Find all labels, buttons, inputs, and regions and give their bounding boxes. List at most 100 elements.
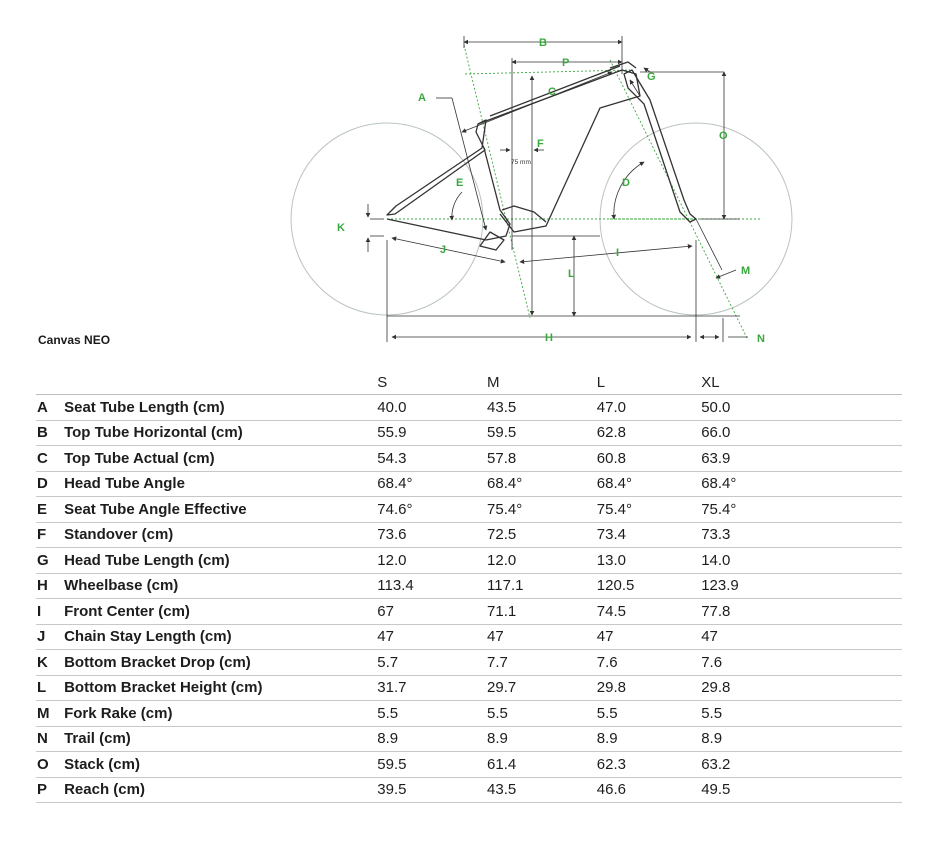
row-label: Wheelbase (cm) [64, 573, 378, 599]
value-m: 8.9 [487, 726, 597, 752]
row-letter: N [36, 726, 65, 752]
value-s: 59.5 [377, 751, 488, 778]
table-header-row: S M L XL [36, 371, 902, 395]
value-s: 73.6 [377, 522, 488, 548]
table-row: G Head Tube Length (cm) 12.0 12.0 13.0 14.0 [36, 547, 902, 574]
value-l: 62.8 [596, 420, 702, 446]
row-letter: B [36, 420, 65, 446]
value-s: 55.9 [377, 420, 488, 446]
value-m: 57.8 [487, 445, 597, 472]
row-letter: K [36, 649, 65, 676]
row-label: Stack (cm) [64, 751, 378, 778]
value-xl: 66.0 [701, 420, 902, 446]
value-s: 5.7 [377, 649, 488, 676]
row-letter: P [36, 777, 65, 803]
row-label: Front Center (cm) [64, 598, 378, 625]
value-s: 67 [377, 598, 488, 625]
value-m: 29.7 [487, 675, 597, 701]
row-label: Top Tube Horizontal (cm) [64, 420, 378, 446]
row-label: Seat Tube Length (cm) [64, 394, 378, 421]
value-m: 59.5 [487, 420, 597, 446]
label-N: N [757, 333, 765, 345]
table-row: M Fork Rake (cm) 5.5 5.5 5.5 5.5 [36, 700, 902, 727]
value-s: 74.6° [377, 496, 488, 523]
table-row: L Bottom Bracket Height (cm) 31.7 29.7 29.8 2… [36, 675, 902, 701]
row-label: Trail (cm) [64, 726, 378, 752]
value-xl: 123.9 [701, 573, 902, 599]
label-K: K [337, 222, 345, 234]
value-xl: 29.8 [701, 675, 902, 701]
bike-frame [386, 61, 697, 251]
row-letter: F [36, 522, 65, 548]
label-O: O [719, 130, 728, 142]
value-m: 61.4 [487, 751, 597, 778]
table-row: I Front Center (cm) 67 71.1 74.5 77.8 [36, 598, 902, 625]
value-xl: 47 [701, 624, 902, 650]
value-xl: 73.3 [701, 522, 902, 548]
label-G: G [647, 71, 656, 83]
value-l: 120.5 [596, 573, 702, 599]
value-s: 31.7 [377, 675, 488, 701]
value-s: 68.4° [377, 471, 488, 497]
row-label: Bottom Bracket Drop (cm) [64, 649, 378, 676]
value-l: 75.4° [596, 496, 702, 523]
model-name: Canvas NEO [38, 333, 111, 347]
value-xl: 77.8 [701, 598, 902, 625]
table-row: H Wheelbase (cm) 113.4 117.1 120.5 123.9 [36, 573, 902, 599]
value-m: 43.5 [487, 394, 597, 421]
value-m: 117.1 [487, 573, 597, 599]
label-M: M [741, 265, 750, 277]
row-letter: D [36, 471, 65, 497]
value-xl: 5.5 [701, 700, 902, 727]
value-l: 7.6 [596, 649, 702, 676]
value-s: 113.4 [377, 573, 488, 599]
table-row: B Top Tube Horizontal (cm) 55.9 59.5 62.8 66.… [36, 420, 902, 446]
row-letter: G [36, 547, 65, 574]
row-letter: M [36, 700, 65, 727]
value-l: 8.9 [596, 726, 702, 752]
value-xl: 63.9 [701, 445, 902, 472]
value-l: 47 [596, 624, 702, 650]
bike-geometry-diagram: A B C D E F G H I J K L M N O P 75 mm [290, 36, 793, 345]
label-A: A [418, 92, 426, 104]
row-label: Top Tube Actual (cm) [64, 445, 378, 472]
value-l: 73.4 [596, 522, 702, 548]
row-label: Seat Tube Angle Effective [64, 496, 378, 523]
label-J: J [440, 244, 446, 256]
value-l: 60.8 [596, 445, 702, 472]
row-letter: O [36, 751, 65, 778]
table-row: F Standover (cm) 73.6 72.5 73.4 73.3 [36, 522, 902, 548]
value-xl: 68.4° [701, 471, 902, 497]
label-P: P [562, 57, 569, 69]
table-row: D Head Tube Angle 68.4° 68.4° 68.4° 68.4° [36, 471, 902, 497]
size-header-m: M [487, 371, 597, 395]
size-header-l: L [596, 371, 702, 395]
row-letter: C [36, 445, 65, 472]
value-m: 43.5 [487, 777, 597, 803]
label-L: L [568, 268, 575, 280]
row-letter: I [36, 598, 65, 625]
value-s: 8.9 [377, 726, 488, 752]
row-letter: E [36, 496, 65, 523]
row-letter: L [36, 675, 65, 701]
value-m: 71.1 [487, 598, 597, 625]
value-xl: 49.5 [701, 777, 902, 803]
size-header-xl: XL [701, 371, 902, 395]
label-D: D [622, 177, 630, 189]
row-letter: J [36, 624, 65, 650]
table-row: E Seat Tube Angle Effective 74.6° 75.4° 75.4… [36, 496, 902, 523]
value-l: 29.8 [596, 675, 702, 701]
value-s: 39.5 [377, 777, 488, 803]
table-row: A Seat Tube Length (cm) 40.0 43.5 47.0 50.0 [36, 394, 902, 421]
value-xl: 7.6 [701, 649, 902, 676]
table-row: O Stack (cm) 59.5 61.4 62.3 63.2 [36, 751, 902, 778]
dimension-lines [365, 36, 748, 342]
value-l: 62.3 [596, 751, 702, 778]
value-s: 12.0 [377, 547, 488, 574]
row-label: Head Tube Length (cm) [64, 547, 378, 574]
value-xl: 8.9 [701, 726, 902, 752]
value-m: 47 [487, 624, 597, 650]
row-label: Standover (cm) [64, 522, 378, 548]
table-row: K Bottom Bracket Drop (cm) 5.7 7.7 7.6 7.6 [36, 649, 902, 676]
row-label: Fork Rake (cm) [64, 700, 378, 727]
